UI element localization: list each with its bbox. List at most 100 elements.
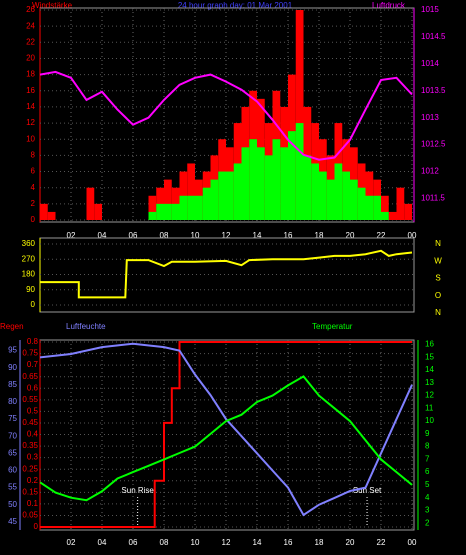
y-tick-label: 90 bbox=[26, 285, 35, 294]
humidity-label: Luftfeuchte bbox=[66, 322, 106, 331]
bar bbox=[195, 195, 203, 220]
line bbox=[40, 249, 413, 299]
y3-tick-label: 95 bbox=[8, 346, 17, 355]
bar bbox=[148, 195, 157, 220]
y-tick-label: 2 bbox=[31, 199, 36, 208]
y-tick-label: 16 bbox=[26, 86, 35, 95]
y2-tick-label: 2 bbox=[425, 518, 430, 527]
y2-tick-label: 1014 bbox=[421, 59, 439, 68]
bar bbox=[226, 171, 234, 220]
y-tick-label: 26 bbox=[26, 5, 35, 14]
x-tick-label: 16 bbox=[284, 231, 293, 240]
y-tick-label: 0.75 bbox=[22, 349, 38, 358]
x-tick-label: 00 bbox=[408, 231, 417, 240]
x-tick-label: 14 bbox=[253, 538, 262, 547]
y-tick-label: 0.55 bbox=[22, 395, 38, 404]
y3-tick-label: 55 bbox=[8, 483, 17, 492]
chart-title: 24 hour graph day: 01 Mar 2001 bbox=[178, 1, 293, 10]
bar bbox=[187, 195, 195, 220]
y-tick-label: 360 bbox=[22, 239, 36, 248]
y-tick-label: 180 bbox=[22, 270, 36, 279]
direction-label: S bbox=[435, 274, 440, 283]
x-tick-label: 22 bbox=[377, 538, 386, 547]
bar bbox=[311, 163, 319, 220]
x-tick-label: 18 bbox=[315, 231, 324, 240]
y-tick-label: 0.15 bbox=[22, 487, 38, 496]
bar bbox=[365, 195, 374, 220]
bar bbox=[233, 163, 242, 220]
y-tick-label: 0.2 bbox=[27, 476, 39, 485]
bar bbox=[249, 139, 257, 220]
x-tick-label: 06 bbox=[129, 538, 138, 547]
y2-tick-label: 11 bbox=[425, 403, 434, 412]
y2-tick-label: 16 bbox=[425, 340, 434, 349]
y-tick-label: 10 bbox=[26, 134, 35, 143]
y2-tick-label: 1012 bbox=[421, 167, 439, 176]
y3-tick-label: 60 bbox=[8, 466, 17, 475]
bar bbox=[171, 203, 180, 220]
bar bbox=[326, 179, 335, 220]
y-tick-label: 0.3 bbox=[27, 453, 39, 462]
bar bbox=[342, 171, 350, 220]
y2-tick-label: 15 bbox=[425, 352, 434, 361]
bar bbox=[404, 203, 412, 220]
y3-tick-label: 50 bbox=[8, 500, 17, 509]
bar bbox=[164, 179, 172, 220]
direction-label: N bbox=[435, 239, 441, 248]
y-tick-label: 0.6 bbox=[27, 383, 39, 392]
y-tick-label: 6 bbox=[31, 167, 36, 176]
y2-tick-label: 1013.5 bbox=[421, 86, 446, 95]
x-tick-label: 08 bbox=[160, 538, 169, 547]
y-tick-label: 0.4 bbox=[27, 430, 39, 439]
y-tick-label: 0.8 bbox=[27, 337, 39, 346]
bar bbox=[257, 147, 265, 220]
y3-tick-label: 45 bbox=[8, 517, 17, 526]
y3-tick-label: 75 bbox=[8, 414, 17, 423]
y-tick-label: 0.05 bbox=[22, 511, 38, 520]
bar bbox=[241, 147, 250, 220]
y2-tick-label: 1012.5 bbox=[421, 140, 446, 149]
bar bbox=[86, 187, 95, 220]
x-tick-label: 18 bbox=[315, 538, 324, 547]
y2-tick-label: 8 bbox=[425, 442, 430, 451]
bar bbox=[47, 211, 56, 220]
y3-tick-label: 65 bbox=[8, 448, 17, 457]
bar bbox=[218, 171, 226, 220]
y3-tick-label: 80 bbox=[8, 397, 17, 406]
y2-tick-label: 12 bbox=[425, 391, 434, 400]
bar bbox=[373, 195, 381, 220]
direction-label: W bbox=[434, 256, 442, 265]
y-tick-label: 0.35 bbox=[22, 441, 38, 450]
bar bbox=[210, 179, 219, 220]
y-tick-label: 270 bbox=[22, 254, 36, 263]
annotation: Sun Set bbox=[353, 486, 382, 495]
y2-tick-label: 5 bbox=[425, 480, 430, 489]
bar bbox=[288, 131, 296, 220]
bar bbox=[381, 211, 389, 220]
bar bbox=[295, 123, 304, 220]
x-tick-label: 20 bbox=[346, 231, 355, 240]
bar bbox=[303, 155, 312, 220]
bar bbox=[350, 179, 358, 220]
bar bbox=[396, 187, 405, 220]
bar bbox=[272, 139, 281, 220]
direction-label: N bbox=[435, 308, 441, 317]
y-tick-label: 20 bbox=[26, 54, 35, 63]
y-tick-label: 0.25 bbox=[22, 464, 38, 473]
x-tick-label: 10 bbox=[191, 538, 200, 547]
bar bbox=[295, 10, 304, 220]
y-tick-label: 0.45 bbox=[22, 418, 38, 427]
direction-label: O bbox=[435, 291, 441, 300]
y2-tick-label: 1013 bbox=[421, 113, 439, 122]
y2-tick-label: 13 bbox=[425, 378, 434, 387]
x-tick-label: 08 bbox=[160, 231, 169, 240]
temperature-label: Temperatur bbox=[312, 322, 353, 331]
bar bbox=[94, 203, 102, 220]
line bbox=[39, 375, 413, 502]
rain-label: Regen bbox=[0, 322, 24, 331]
line bbox=[40, 341, 412, 528]
y2-tick-label: 10 bbox=[425, 416, 434, 425]
y-tick-label: 22 bbox=[26, 37, 35, 46]
